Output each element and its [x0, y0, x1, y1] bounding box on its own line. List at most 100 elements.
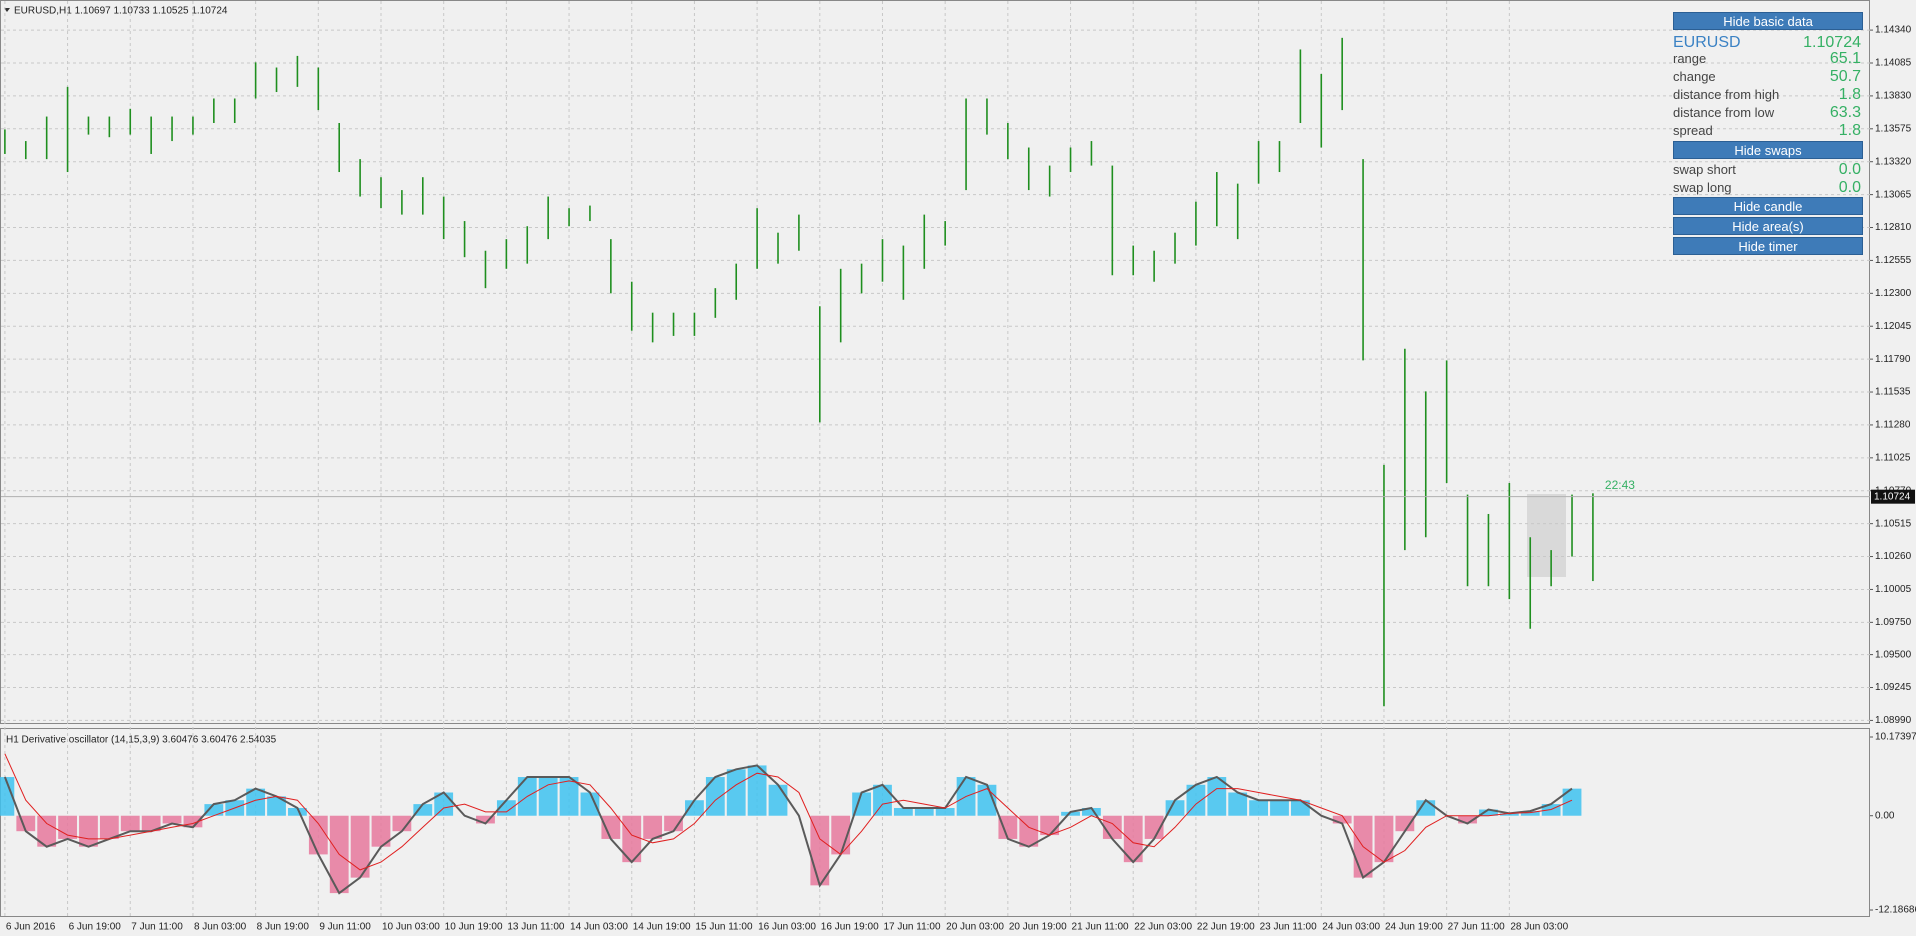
x-tick-label: 14 Jun 19:00: [633, 922, 691, 933]
y-tick-label: 1.09245: [1875, 682, 1912, 693]
histogram-bar: [1061, 811, 1080, 816]
y-tick-label: 1.14085: [1875, 58, 1912, 69]
histogram-bar: [476, 815, 495, 824]
histogram-bar: [1249, 800, 1268, 816]
histogram-bar: [79, 815, 98, 847]
histogram-bar: [685, 800, 704, 816]
swap-data: swap short 0.0 swap long 0.0: [1673, 161, 1863, 197]
histogram-bar: [1228, 792, 1248, 816]
histogram-bar: [1082, 807, 1101, 816]
row-label: swap long: [1673, 180, 1732, 195]
histogram-bar: [413, 804, 433, 816]
y-tick-label: 1.10260: [1875, 551, 1912, 562]
y-tick-label: 1.12300: [1875, 288, 1912, 299]
histogram-bar: [873, 784, 892, 816]
x-tick-label: 20 Jun 03:00: [946, 922, 1004, 933]
signal-line: [4, 753, 1573, 871]
histogram-bar: [768, 784, 788, 816]
data-row: distance from low 63.3: [1673, 104, 1863, 122]
y-tick-label: 1.13065: [1875, 189, 1912, 200]
histogram-bar: [538, 777, 558, 816]
chart-title: EURUSD,H1 1.10697 1.10733 1.10525 1.1072…: [14, 6, 228, 17]
y-tick-label: 1.11535: [1875, 387, 1911, 398]
x-tick-label: 24 Jun 19:00: [1385, 922, 1443, 933]
histogram-bar: [162, 815, 182, 824]
x-tick-label: 6 Jun 2016: [6, 922, 56, 933]
price: 1.10724: [1803, 34, 1861, 51]
y-tick-label: 1.09750: [1875, 617, 1912, 628]
histogram-bar: [99, 815, 119, 839]
symbol-row: EURUSD 1.10724: [1673, 32, 1863, 54]
x-tick-label: 22 Jun 19:00: [1197, 922, 1255, 933]
y-tick-label: 1.11790: [1875, 354, 1911, 365]
histogram-bar: [308, 815, 328, 855]
x-tick-label: 10 Jun 03:00: [382, 922, 440, 933]
x-tick-label: 28 Jun 03:00: [1510, 922, 1568, 933]
y-tick-label: 1.10515: [1875, 518, 1912, 529]
row-value: 63.3: [1829, 104, 1861, 121]
data-row: swap long 0.0: [1673, 179, 1863, 197]
histogram-bar: [726, 769, 746, 816]
x-tick-label: 27 Jun 11:00: [1448, 922, 1506, 933]
histogram-bar: [350, 815, 370, 878]
button[interactable]: Hide swaps: [1673, 141, 1863, 159]
indicator-title: H1 Derivative oscillator (14,15,3,9) 3.6…: [6, 735, 277, 746]
histogram-bar: [747, 765, 767, 816]
histogram-bar: [622, 815, 642, 863]
x-tick-label: 10 Jun 19:00: [445, 922, 503, 933]
histogram-bar: [141, 815, 161, 832]
y-tick-label: 1.11025: [1875, 452, 1911, 463]
y-tick-label: 1.12045: [1875, 321, 1912, 332]
y-tick-label: 1.12810: [1875, 222, 1912, 233]
button[interactable]: Hide timer: [1673, 237, 1863, 255]
histogram-bar: [246, 788, 266, 816]
area-box: [1527, 494, 1566, 577]
x-tick-label: 9 Jun 11:00: [319, 922, 371, 933]
y-tick-label: 0.00: [1875, 810, 1895, 821]
y-tick-label: 1.09500: [1875, 649, 1912, 660]
row-value: 65.1: [1829, 50, 1861, 67]
row-label: distance from high: [1673, 87, 1780, 102]
x-tick-label: 23 Jun 11:00: [1260, 922, 1318, 933]
button[interactable]: Hide candle: [1673, 197, 1863, 215]
x-tick-label: 8 Jun 19:00: [257, 922, 310, 933]
row-value: 0.0: [1838, 179, 1861, 196]
histogram-bar: [852, 792, 871, 816]
row-value: 50.7: [1829, 68, 1861, 85]
data-row: change 50.7: [1673, 68, 1863, 86]
histogram-bar: [1144, 815, 1164, 839]
histogram-bar: [664, 815, 683, 832]
row-value: 0.0: [1838, 161, 1861, 178]
row-label: distance from low: [1673, 105, 1775, 120]
button[interactable]: Hide area(s): [1673, 217, 1863, 235]
x-tick-label: 16 Jun 19:00: [821, 922, 879, 933]
x-tick-label: 24 Jun 03:00: [1322, 922, 1380, 933]
histogram-bar: [120, 815, 140, 832]
histogram-bar: [1165, 800, 1185, 816]
histogram-bar: [183, 815, 203, 828]
y-tick-label: 1.13320: [1875, 156, 1912, 167]
x-tick-label: 14 Jun 03:00: [570, 922, 628, 933]
row-label: spread: [1673, 123, 1713, 138]
x-tick-label: 7 Jun 11:00: [131, 922, 183, 933]
y-tick-label: 1.11280: [1875, 420, 1911, 431]
data-row: range 65.1: [1673, 50, 1863, 68]
histogram-bar: [559, 777, 579, 816]
timer: 22:43: [1605, 478, 1635, 492]
histogram-bar: [1562, 788, 1582, 816]
histogram-bar: [204, 804, 224, 816]
histogram-bar: [1458, 815, 1477, 824]
histogram-bar: [831, 815, 851, 855]
histogram-bar: [580, 792, 600, 816]
button[interactable]: Hide basic data: [1673, 12, 1863, 30]
histogram-bar: [1102, 815, 1122, 839]
histogram-bar: [392, 815, 412, 832]
histogram-bar: [1186, 784, 1206, 816]
y-tick-label: 1.13830: [1875, 91, 1912, 102]
histogram-bar: [914, 807, 934, 816]
x-tick-label: 21 Jun 11:00: [1072, 922, 1130, 933]
row-label: change: [1673, 69, 1716, 84]
histogram-bar: [998, 815, 1018, 839]
histogram-bar: [371, 815, 391, 847]
